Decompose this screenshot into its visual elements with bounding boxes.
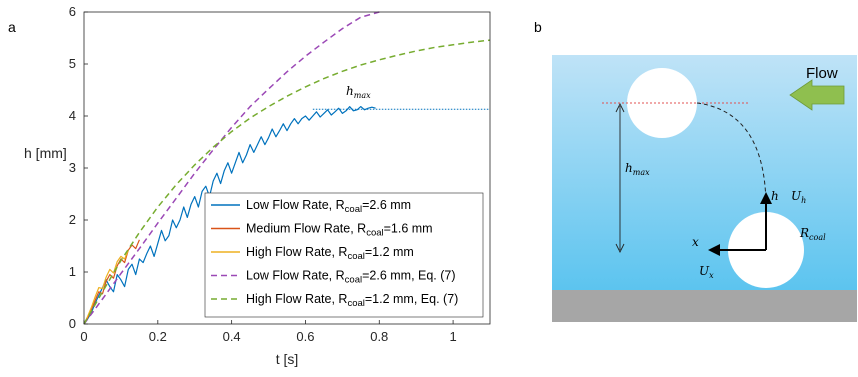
rcoal-label: Rcoal (799, 226, 826, 242)
hmax-label: hmax (625, 161, 650, 177)
y-tick-label: 5 (69, 56, 76, 71)
annotation-layer: hmax (312, 84, 490, 110)
h-label: h (771, 189, 779, 203)
legend-entry: High Flow Rate, Rcoal=1.2 mm, Eq. (7) (246, 292, 458, 309)
hmax-dimension (615, 102, 625, 254)
x-tick-label: 0.4 (223, 329, 241, 344)
y-tick-label: 1 (69, 264, 76, 279)
y-tick-label: 3 (69, 160, 76, 175)
x-label: x (692, 235, 699, 249)
legend: Low Flow Rate, Rcoal=2.6 mm Medium Flow R… (204, 192, 484, 318)
uh-label: Uh (791, 189, 806, 205)
x-ticks: 0 0.2 0.4 0.6 0.8 1 (80, 320, 457, 344)
panel-b-label: b (534, 19, 542, 35)
diagram: Flow hmax h Uh x Ux Rcoal (552, 55, 857, 322)
panel-a-label: a (8, 19, 16, 35)
legend-box (204, 192, 484, 318)
series-line-4 (83, 11, 380, 325)
ux-label: Ux (699, 264, 714, 280)
y-tick-label: 6 (69, 4, 76, 19)
series-layer (83, 11, 491, 325)
x-tick-label: 0 (80, 329, 87, 344)
y-tick-label: 2 (69, 212, 76, 227)
x-tick-label: 0.8 (370, 329, 388, 344)
y-ticks: 0 1 2 3 4 5 6 (69, 4, 88, 331)
y-axis-label: h [mm] (24, 145, 67, 161)
legend-entry: Low Flow Rate, Rcoal=2.6 mm, Eq. (7) (246, 269, 456, 286)
chart: hmax 0 0.2 0.4 0.6 0.8 1 0 1 2 3 4 5 6 t [s] h [mm]… (24, 4, 491, 367)
legend-entry: Low Flow Rate, Rcoal=2.6 mm (246, 198, 411, 215)
legend-items: Low Flow Rate, Rcoal=2.6 mm Medium Flow R… (211, 198, 458, 309)
series-line-5 (83, 39, 491, 325)
x-tick-label: 1 (449, 329, 456, 344)
series-line-3 (83, 249, 129, 325)
legend-entry: Medium Flow Rate, Rcoal=1.6 mm (246, 222, 433, 239)
series-line-1 (83, 105, 376, 325)
velocity-arrows (708, 192, 772, 256)
y-tick-label: 0 (69, 316, 76, 331)
y-tick-label: 4 (69, 108, 76, 123)
hmax-annotation: hmax (346, 84, 371, 100)
x-axis-label: t [s] (276, 351, 299, 367)
x-tick-label: 0.2 (149, 329, 167, 344)
floor (552, 290, 857, 322)
flow-arrow-icon (789, 79, 845, 111)
x-tick-label: 0.6 (296, 329, 314, 344)
flow-label: Flow (806, 65, 838, 82)
legend-entry: High Flow Rate, Rcoal=1.2 mm (246, 245, 414, 262)
trajectory-curve (696, 102, 767, 206)
